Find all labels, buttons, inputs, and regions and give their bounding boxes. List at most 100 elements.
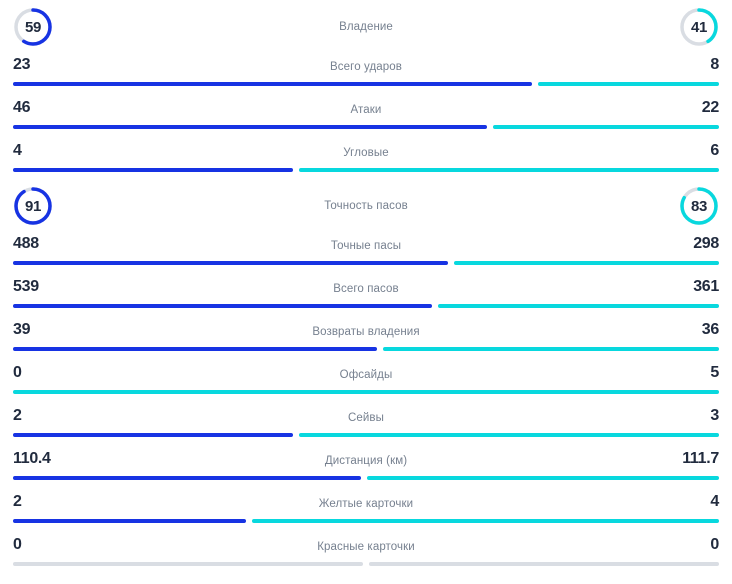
- stat-row: 2 Сейвы 3: [13, 403, 719, 446]
- away-value: 83: [690, 197, 708, 215]
- stat-row: 110.4 Дистанция (км) 111.7: [13, 446, 719, 489]
- stat-values-line: 110.4 Дистанция (км) 111.7: [13, 450, 719, 468]
- home-value: 2: [13, 407, 22, 424]
- away-value: 111.7: [682, 450, 719, 467]
- away-value: 5: [710, 364, 719, 381]
- away-ring-gauge-icon: [680, 8, 718, 46]
- away-value: 3: [710, 407, 719, 424]
- stat-row: 59 Владение 41: [13, 2, 719, 52]
- stat-label: Возвраты владения: [312, 326, 420, 338]
- stat-values-line: 0 Офсайды 5: [13, 364, 719, 382]
- away-value: 361: [693, 278, 719, 295]
- home-value: 91: [24, 197, 42, 215]
- home-ring-gauge-icon: [14, 8, 52, 46]
- home-value: 0: [13, 536, 22, 553]
- stat-bar: [13, 347, 719, 351]
- home-bar-segment: [13, 168, 293, 172]
- stat-label: Всего пасов: [333, 283, 399, 295]
- stat-row: 46 Атаки 22: [13, 95, 719, 138]
- stat-bar: [13, 261, 719, 265]
- stat-label: Дистанция (км): [324, 455, 408, 467]
- home-bar-segment: [13, 562, 363, 566]
- home-bar-segment: [13, 433, 293, 437]
- stat-label: Владение: [339, 21, 393, 33]
- stat-row: 91 Точность пасов 83: [13, 181, 719, 231]
- home-value: 488: [13, 235, 39, 252]
- stat-label: Всего ударов: [330, 61, 402, 73]
- stat-bar: [13, 82, 719, 86]
- away-value: 4: [710, 493, 719, 510]
- stat-values-line: 2 Желтые карточки 4: [13, 493, 719, 511]
- stat-row: 39 Возвраты владения 36: [13, 317, 719, 360]
- home-percent-ring: 91: [13, 186, 53, 226]
- stat-bar: [13, 476, 719, 480]
- away-bar-segment: [13, 390, 719, 394]
- away-percent-ring: 41: [679, 7, 719, 47]
- away-bar-segment: [538, 82, 719, 86]
- stat-row: 539 Всего пасов 361: [13, 274, 719, 317]
- stat-values-line: 4 Угловые 6: [13, 142, 719, 160]
- home-ring-gauge-icon: [14, 187, 52, 225]
- away-value: 8: [710, 56, 719, 73]
- stat-bar: [13, 519, 719, 523]
- home-value: 23: [13, 56, 31, 73]
- away-bar-segment: [299, 168, 719, 172]
- stat-bar: [13, 125, 719, 129]
- away-bar-segment: [453, 261, 719, 265]
- stat-label: Точность пасов: [324, 200, 408, 212]
- stat-row: 0 Красные карточки 0: [13, 532, 719, 575]
- home-value: 110.4: [13, 450, 51, 467]
- stat-row: 23 Всего ударов 8: [13, 52, 719, 95]
- away-value: 36: [701, 321, 720, 338]
- stat-label: Желтые карточки: [318, 498, 414, 510]
- stat-label: Сейвы: [348, 412, 384, 424]
- home-value: 2: [13, 493, 22, 510]
- stat-label: Угловые: [343, 147, 389, 159]
- stat-bar: [13, 390, 719, 394]
- stat-values-line: 488 Точные пасы 298: [13, 235, 719, 253]
- home-bar-segment: [13, 82, 533, 86]
- away-bar-segment: [366, 476, 719, 480]
- stat-values-line: 0 Красные карточки 0: [13, 536, 719, 554]
- away-value: 298: [693, 235, 719, 252]
- away-bar-segment: [299, 433, 719, 437]
- home-bar-segment: [13, 125, 487, 129]
- stat-row: 0 Офсайды 5: [13, 360, 719, 403]
- stat-values-line: 539 Всего пасов 361: [13, 278, 719, 296]
- away-bar-segment: [382, 347, 719, 351]
- away-ring-gauge-icon: [680, 187, 718, 225]
- stat-bar: [13, 304, 719, 308]
- away-percent-ring: 83: [679, 186, 719, 226]
- away-bar-segment: [438, 304, 719, 308]
- home-bar-segment: [13, 304, 433, 308]
- home-bar-segment: [13, 347, 377, 351]
- stat-label: Офсайды: [339, 369, 393, 381]
- home-value: 46: [13, 99, 31, 116]
- away-value: 6: [710, 142, 719, 159]
- away-value: 0: [710, 536, 719, 553]
- home-bar-segment: [13, 519, 247, 523]
- stat-row: 4 Угловые 6: [13, 138, 719, 181]
- away-value: 41: [690, 18, 708, 36]
- stat-row: 488 Точные пасы 298: [13, 231, 719, 274]
- stat-label: Атаки: [350, 104, 382, 116]
- stat-label: Красные карточки: [317, 541, 415, 553]
- home-value: 59: [24, 18, 42, 36]
- away-bar-segment: [492, 125, 719, 129]
- stat-values-line: 39 Возвраты владения 36: [13, 321, 720, 339]
- stat-values-line: 2 Сейвы 3: [13, 407, 719, 425]
- home-value: 0: [13, 364, 22, 381]
- home-percent-ring: 59: [13, 7, 53, 47]
- stat-values-line: 46 Атаки 22: [13, 99, 720, 117]
- away-value: 22: [701, 99, 720, 116]
- stat-bar: [13, 433, 719, 437]
- stat-bar: [13, 168, 719, 172]
- stat-values-line: 23 Всего ударов 8: [13, 56, 719, 74]
- home-bar-segment: [13, 261, 448, 265]
- home-value: 539: [13, 278, 39, 295]
- stat-bar: [13, 562, 719, 566]
- home-bar-segment: [13, 476, 361, 480]
- stat-row: 2 Желтые карточки 4: [13, 489, 719, 532]
- stat-label: Точные пасы: [330, 240, 402, 252]
